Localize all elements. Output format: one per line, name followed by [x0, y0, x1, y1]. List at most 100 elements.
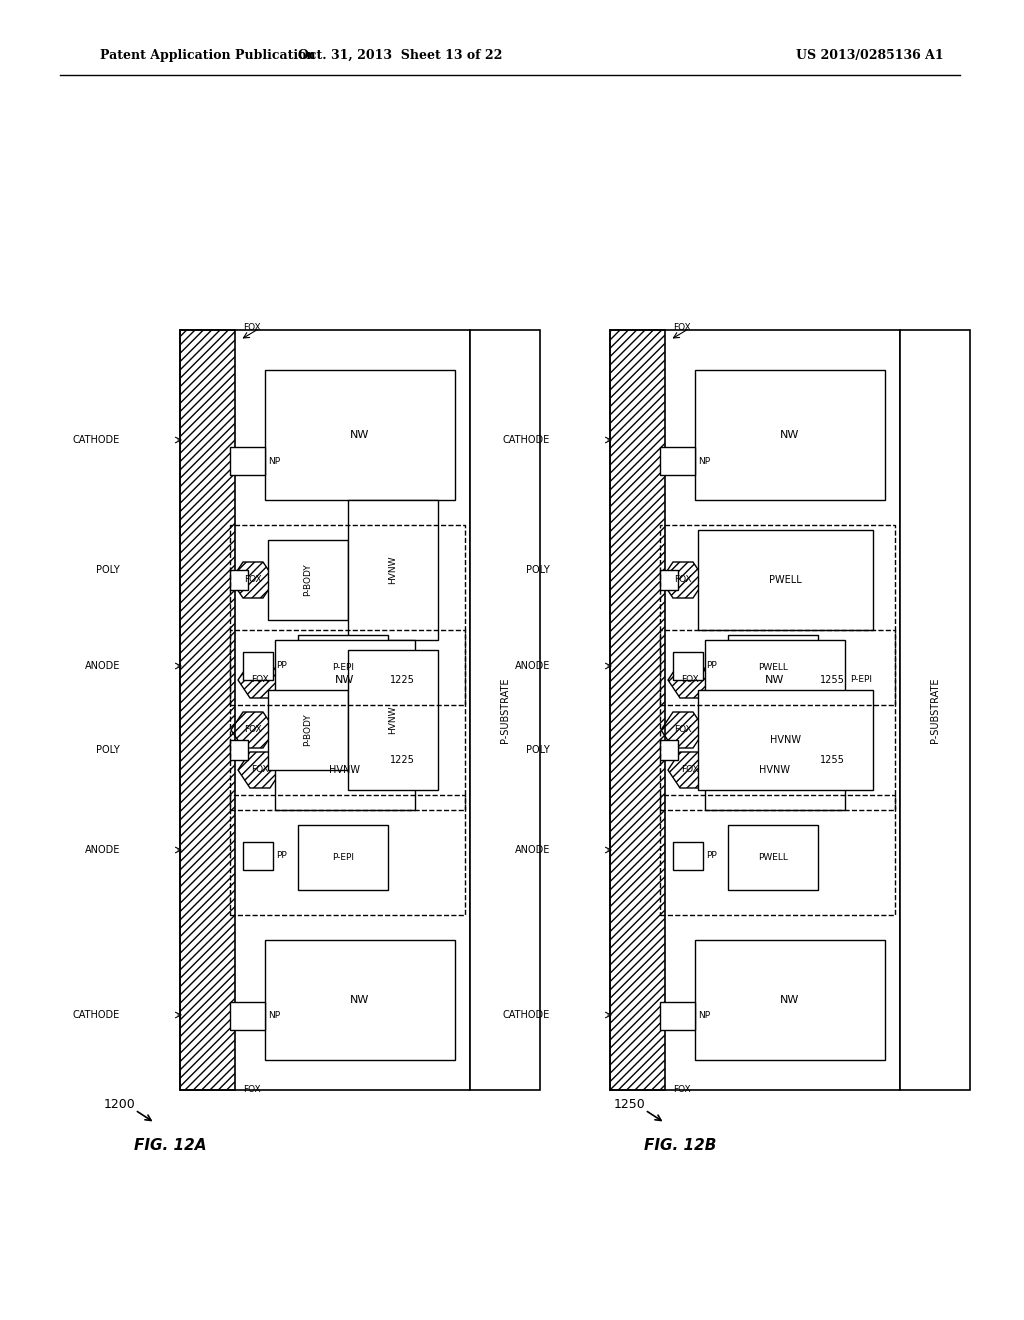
Text: PP: PP — [706, 661, 717, 671]
Bar — [673, 652, 703, 680]
Bar — [268, 690, 348, 770]
Text: NP: NP — [268, 457, 281, 466]
Bar — [705, 640, 845, 719]
Text: NW: NW — [780, 430, 800, 440]
Text: NP: NP — [698, 457, 710, 466]
Text: CATHODE: CATHODE — [73, 1010, 120, 1020]
Bar — [348, 649, 438, 789]
Text: FOX: FOX — [681, 676, 698, 685]
Text: FIG. 12B: FIG. 12B — [644, 1138, 716, 1152]
Bar — [610, 330, 900, 1090]
Text: PP: PP — [276, 661, 287, 671]
Bar — [695, 940, 885, 1060]
Bar — [275, 640, 415, 719]
Text: NW: NW — [335, 675, 354, 685]
Bar — [660, 447, 695, 475]
Text: FOX: FOX — [251, 766, 269, 775]
Text: Oct. 31, 2013  Sheet 13 of 22: Oct. 31, 2013 Sheet 13 of 22 — [298, 49, 502, 62]
Text: FOX: FOX — [243, 323, 261, 333]
Bar — [728, 825, 818, 890]
Text: 1255: 1255 — [820, 675, 845, 685]
Text: NW: NW — [765, 675, 784, 685]
Text: ANODE: ANODE — [515, 845, 550, 855]
Text: NW: NW — [780, 995, 800, 1005]
Text: FOX: FOX — [243, 1085, 261, 1094]
Text: POLY: POLY — [96, 744, 120, 755]
Text: P-EPI: P-EPI — [850, 676, 872, 685]
Text: POLY: POLY — [526, 565, 550, 576]
Text: FOX: FOX — [673, 323, 690, 333]
Text: PP: PP — [706, 851, 717, 861]
Text: ANODE: ANODE — [85, 661, 120, 671]
Text: FOX: FOX — [674, 726, 692, 734]
Text: NW: NW — [350, 430, 370, 440]
Bar — [265, 370, 455, 500]
Bar — [660, 525, 895, 705]
Text: FOX: FOX — [244, 576, 262, 585]
Bar — [230, 741, 248, 760]
Bar — [673, 842, 703, 870]
Text: FOX: FOX — [251, 676, 269, 685]
Text: CATHODE: CATHODE — [503, 1010, 550, 1020]
Bar — [180, 330, 234, 1090]
Bar — [695, 370, 885, 500]
Bar — [298, 825, 388, 890]
Text: P-EPI: P-EPI — [332, 663, 354, 672]
Bar — [268, 540, 348, 620]
Text: P-BODY: P-BODY — [303, 564, 312, 597]
Bar — [660, 795, 895, 915]
Text: 1255: 1255 — [820, 755, 845, 766]
Bar — [660, 570, 678, 590]
Text: CATHODE: CATHODE — [503, 436, 550, 445]
Text: FOX: FOX — [674, 576, 692, 585]
Bar — [900, 330, 970, 1090]
Bar — [698, 531, 873, 630]
Bar — [265, 940, 455, 1060]
Text: 1225: 1225 — [390, 755, 415, 766]
Text: HVNW: HVNW — [388, 556, 397, 585]
Text: PWELL: PWELL — [758, 853, 787, 862]
Text: NP: NP — [268, 1011, 281, 1020]
Text: HVNW: HVNW — [760, 766, 791, 775]
Text: P-EPI: P-EPI — [332, 853, 354, 862]
Text: HVNW: HVNW — [770, 735, 801, 744]
Bar — [230, 570, 248, 590]
Text: FOX: FOX — [681, 766, 698, 775]
Text: HVNW: HVNW — [330, 766, 360, 775]
Text: PWELL: PWELL — [769, 576, 802, 585]
Text: US 2013/0285136 A1: US 2013/0285136 A1 — [797, 49, 944, 62]
Text: P-SUBSTRATE: P-SUBSTRATE — [930, 677, 940, 743]
Text: 1250: 1250 — [614, 1098, 646, 1111]
Text: POLY: POLY — [96, 565, 120, 576]
Text: NW: NW — [350, 995, 370, 1005]
Bar — [230, 447, 265, 475]
Text: PP: PP — [276, 851, 287, 861]
Bar — [660, 741, 678, 760]
Bar — [610, 330, 665, 1090]
Bar — [243, 842, 273, 870]
Text: P-BODY: P-BODY — [303, 714, 312, 746]
Bar — [298, 635, 388, 700]
Bar — [230, 1002, 265, 1030]
Bar — [470, 330, 540, 1090]
Text: FIG. 12A: FIG. 12A — [134, 1138, 206, 1152]
Text: POLY: POLY — [526, 744, 550, 755]
Text: ANODE: ANODE — [85, 845, 120, 855]
Bar — [180, 330, 470, 1090]
Text: HVNW: HVNW — [388, 706, 397, 734]
Text: FOX: FOX — [244, 726, 262, 734]
Text: ANODE: ANODE — [515, 661, 550, 671]
Text: 1225: 1225 — [390, 675, 415, 685]
Text: Patent Application Publication: Patent Application Publication — [100, 49, 315, 62]
Text: PWELL: PWELL — [758, 663, 787, 672]
Bar — [230, 795, 465, 915]
Text: 1200: 1200 — [104, 1098, 136, 1111]
Bar — [705, 730, 845, 810]
Bar — [728, 635, 818, 700]
Bar — [660, 1002, 695, 1030]
Bar — [243, 652, 273, 680]
Bar — [698, 690, 873, 789]
Text: FOX: FOX — [673, 1085, 690, 1094]
Bar — [275, 730, 415, 810]
Text: P-SUBSTRATE: P-SUBSTRATE — [500, 677, 510, 743]
